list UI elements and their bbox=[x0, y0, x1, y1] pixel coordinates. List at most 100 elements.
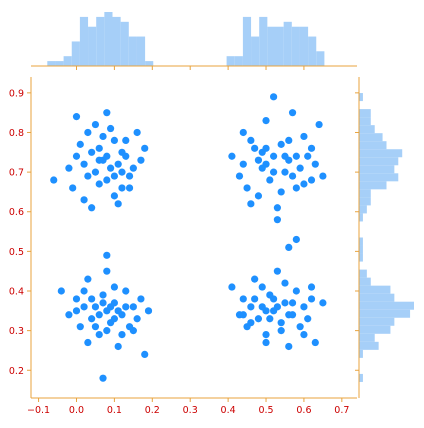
data-point bbox=[292, 287, 300, 295]
data-point bbox=[107, 303, 115, 311]
data-point bbox=[122, 303, 130, 311]
right-hist-bar bbox=[359, 165, 395, 174]
top-hist-bar bbox=[136, 36, 146, 66]
data-point bbox=[118, 330, 126, 339]
data-point bbox=[137, 156, 145, 164]
data-point bbox=[243, 184, 251, 192]
data-point bbox=[262, 307, 270, 315]
data-point bbox=[99, 132, 107, 141]
y-tick-label: 0.6 bbox=[9, 207, 24, 218]
data-point bbox=[270, 168, 278, 176]
data-point bbox=[307, 176, 316, 184]
data-point bbox=[262, 116, 270, 125]
data-point bbox=[91, 303, 100, 311]
data-point bbox=[99, 374, 107, 382]
data-point bbox=[300, 330, 308, 339]
data-point bbox=[69, 184, 77, 192]
right-hist-bar bbox=[359, 301, 414, 310]
right-hist-bar bbox=[359, 117, 371, 126]
right-marginal-histogram bbox=[355, 77, 414, 398]
data-point bbox=[307, 295, 316, 303]
data-point bbox=[84, 128, 92, 137]
top-marginal-histogram bbox=[31, 12, 357, 70]
top-hist-bar bbox=[63, 56, 72, 66]
right-hist-bar bbox=[359, 173, 399, 182]
data-point bbox=[239, 311, 247, 319]
top-hist-bar bbox=[226, 56, 235, 66]
data-point bbox=[281, 168, 289, 176]
y-tick-label: 0.3 bbox=[9, 326, 24, 337]
x-tick-label: 0.7 bbox=[334, 405, 349, 416]
right-hist-bar bbox=[359, 245, 363, 254]
data-point bbox=[300, 180, 308, 188]
y-tick-label: 0.9 bbox=[9, 88, 24, 99]
data-point bbox=[122, 287, 130, 295]
data-point bbox=[258, 283, 266, 291]
data-point bbox=[103, 267, 111, 275]
data-point bbox=[88, 295, 96, 303]
right-hist-bar bbox=[359, 237, 363, 246]
data-point bbox=[114, 160, 122, 168]
data-point bbox=[235, 172, 244, 180]
data-point bbox=[91, 323, 100, 331]
x-tick-label: 0.1 bbox=[107, 405, 122, 416]
right-hist-bar bbox=[359, 373, 363, 382]
data-point bbox=[72, 113, 81, 121]
data-point bbox=[95, 311, 103, 319]
data-point bbox=[273, 303, 281, 311]
x-tick-label: 0.2 bbox=[145, 405, 160, 416]
data-point bbox=[95, 144, 103, 152]
axes: −0.1 0.0 0.1 0.2 0.3 0.4 0.5 0.6 0.7 0.2 0.3 0.4 0.5… bbox=[9, 77, 357, 416]
data-point bbox=[262, 338, 270, 347]
data-point bbox=[307, 144, 316, 152]
data-point bbox=[114, 307, 122, 315]
data-point bbox=[270, 93, 278, 101]
right-hist-bar bbox=[359, 157, 399, 166]
top-hist-bar bbox=[275, 26, 284, 66]
data-point bbox=[84, 172, 92, 180]
data-point bbox=[110, 315, 118, 323]
y-tick-label: 0.8 bbox=[9, 128, 24, 139]
data-point bbox=[95, 180, 103, 188]
data-point bbox=[76, 323, 84, 331]
right-hist-bar bbox=[359, 341, 379, 350]
data-point bbox=[277, 319, 285, 327]
data-point bbox=[144, 307, 153, 315]
data-point bbox=[84, 338, 92, 347]
x-tick-label: −0.1 bbox=[27, 405, 50, 416]
data-point bbox=[103, 152, 111, 160]
data-point bbox=[239, 160, 247, 168]
data-point bbox=[254, 192, 263, 200]
right-hist-bar bbox=[359, 317, 395, 326]
data-point bbox=[247, 136, 255, 145]
data-point bbox=[88, 315, 96, 323]
data-point bbox=[296, 164, 304, 172]
right-hist-bar bbox=[359, 277, 371, 286]
top-hist-bar bbox=[104, 12, 113, 66]
data-point bbox=[319, 299, 327, 307]
data-point bbox=[285, 243, 293, 252]
right-hist-bar bbox=[359, 149, 403, 158]
data-point bbox=[103, 327, 111, 335]
x-tick-label: 0.0 bbox=[69, 405, 84, 416]
top-hist-bar bbox=[96, 16, 105, 67]
data-point bbox=[288, 109, 297, 117]
data-point bbox=[285, 342, 293, 351]
data-point bbox=[125, 172, 134, 180]
data-point bbox=[107, 164, 115, 172]
data-point bbox=[110, 192, 118, 200]
x-tick-label: 0.5 bbox=[258, 405, 273, 416]
data-point bbox=[110, 136, 118, 145]
data-point bbox=[281, 299, 289, 307]
data-point bbox=[228, 283, 236, 291]
data-point bbox=[262, 330, 270, 339]
top-hist-bar bbox=[242, 16, 252, 67]
data-point bbox=[251, 295, 259, 303]
scatter-points bbox=[50, 93, 327, 382]
data-point bbox=[103, 251, 111, 259]
top-hist-bar bbox=[79, 16, 89, 67]
data-point bbox=[273, 216, 281, 224]
data-point bbox=[103, 109, 111, 117]
data-point bbox=[129, 164, 137, 172]
